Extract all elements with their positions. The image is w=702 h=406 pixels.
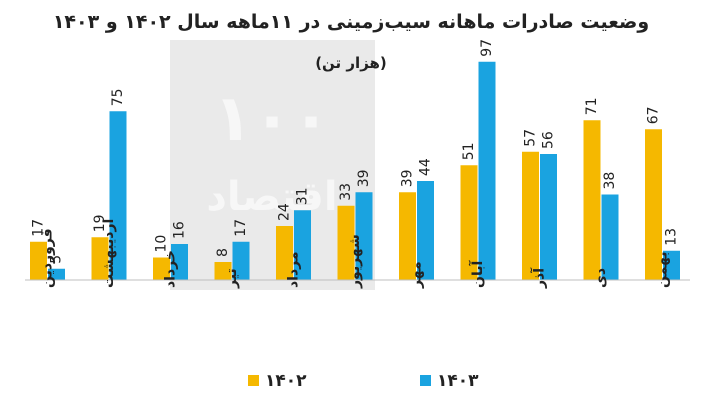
category-label: اردیبهشت (101, 219, 117, 288)
watermark-logo: ۱۰۰ اقتصاد (170, 40, 375, 290)
data-label: 10 (154, 235, 170, 253)
category-label: مرداد (286, 251, 302, 288)
data-label: 56 (541, 131, 557, 149)
legend: ۱۴۰۲ ۱۴۰۳ (248, 371, 479, 391)
data-label: 13 (664, 228, 680, 246)
data-label: 39 (356, 169, 372, 187)
category-label: تیر (224, 268, 240, 289)
data-label: 38 (602, 172, 618, 190)
category-label: شهریور (347, 234, 363, 289)
data-label: 16 (172, 221, 188, 239)
data-label: 31 (295, 187, 311, 205)
data-label: 71 (584, 97, 600, 115)
legend-swatch (248, 375, 259, 386)
category-label: مهر (409, 261, 425, 289)
legend-swatch (420, 375, 431, 386)
data-label: 8 (215, 248, 231, 257)
data-label: 57 (523, 129, 539, 147)
bar-1 (337, 205, 355, 280)
bar-1 (153, 257, 170, 280)
bar-2 (355, 192, 373, 280)
data-label: 75 (110, 88, 126, 106)
data-label: 44 (418, 158, 434, 176)
bar-2 (109, 111, 127, 280)
data-label: 17 (31, 219, 47, 237)
bar-2 (417, 181, 434, 280)
category-label: بهمن (655, 252, 671, 288)
bar-1 (522, 151, 539, 280)
legend-label: ۱۴۰۳ (437, 371, 479, 391)
svg-text:۱۰۰: ۱۰۰ (213, 82, 330, 156)
data-label: 33 (338, 183, 354, 201)
data-label: 5 (49, 255, 65, 264)
bar-1 (399, 192, 416, 280)
bar-1 (214, 262, 232, 280)
data-label: 51 (461, 142, 477, 160)
bar-2 (48, 268, 65, 280)
bar-1 (645, 129, 662, 280)
data-label: 67 (646, 106, 662, 124)
data-label: 19 (92, 214, 108, 232)
category-label: فروردین (40, 228, 56, 288)
bar-1 (30, 241, 47, 280)
bar-2 (171, 244, 188, 280)
bar-2 (663, 250, 680, 280)
bar-2 (540, 154, 557, 280)
bar-1 (276, 226, 293, 280)
chart-subtitle: (هزار تن) (315, 54, 387, 72)
category-label: آذر (530, 267, 548, 289)
bar-1 (460, 165, 478, 280)
legend-label: ۱۴۰۲ (265, 371, 307, 391)
bar-2 (478, 61, 496, 280)
category-labels: فروردین اردیبهشت خرداد تیر مرداد شهریور مهر آبا… (40, 219, 671, 289)
category-label: آبان (468, 260, 486, 288)
data-label: 97 (479, 39, 495, 57)
bar-1 (91, 237, 109, 280)
bar-2 (232, 241, 250, 280)
chart-title: وضعیت صادرات ماهانه سیب‌زمینی در ۱۱ماهه … (53, 11, 649, 33)
data-label: 39 (400, 169, 416, 187)
svg-text:اقتصاد: اقتصاد (206, 174, 337, 220)
bar-2 (601, 194, 619, 280)
bar-2 (294, 210, 311, 280)
category-label: خرداد (163, 250, 179, 288)
data-label: 24 (277, 203, 293, 221)
data-label: 17 (233, 219, 249, 237)
bar-1 (583, 120, 601, 280)
category-label: دی (593, 268, 609, 288)
